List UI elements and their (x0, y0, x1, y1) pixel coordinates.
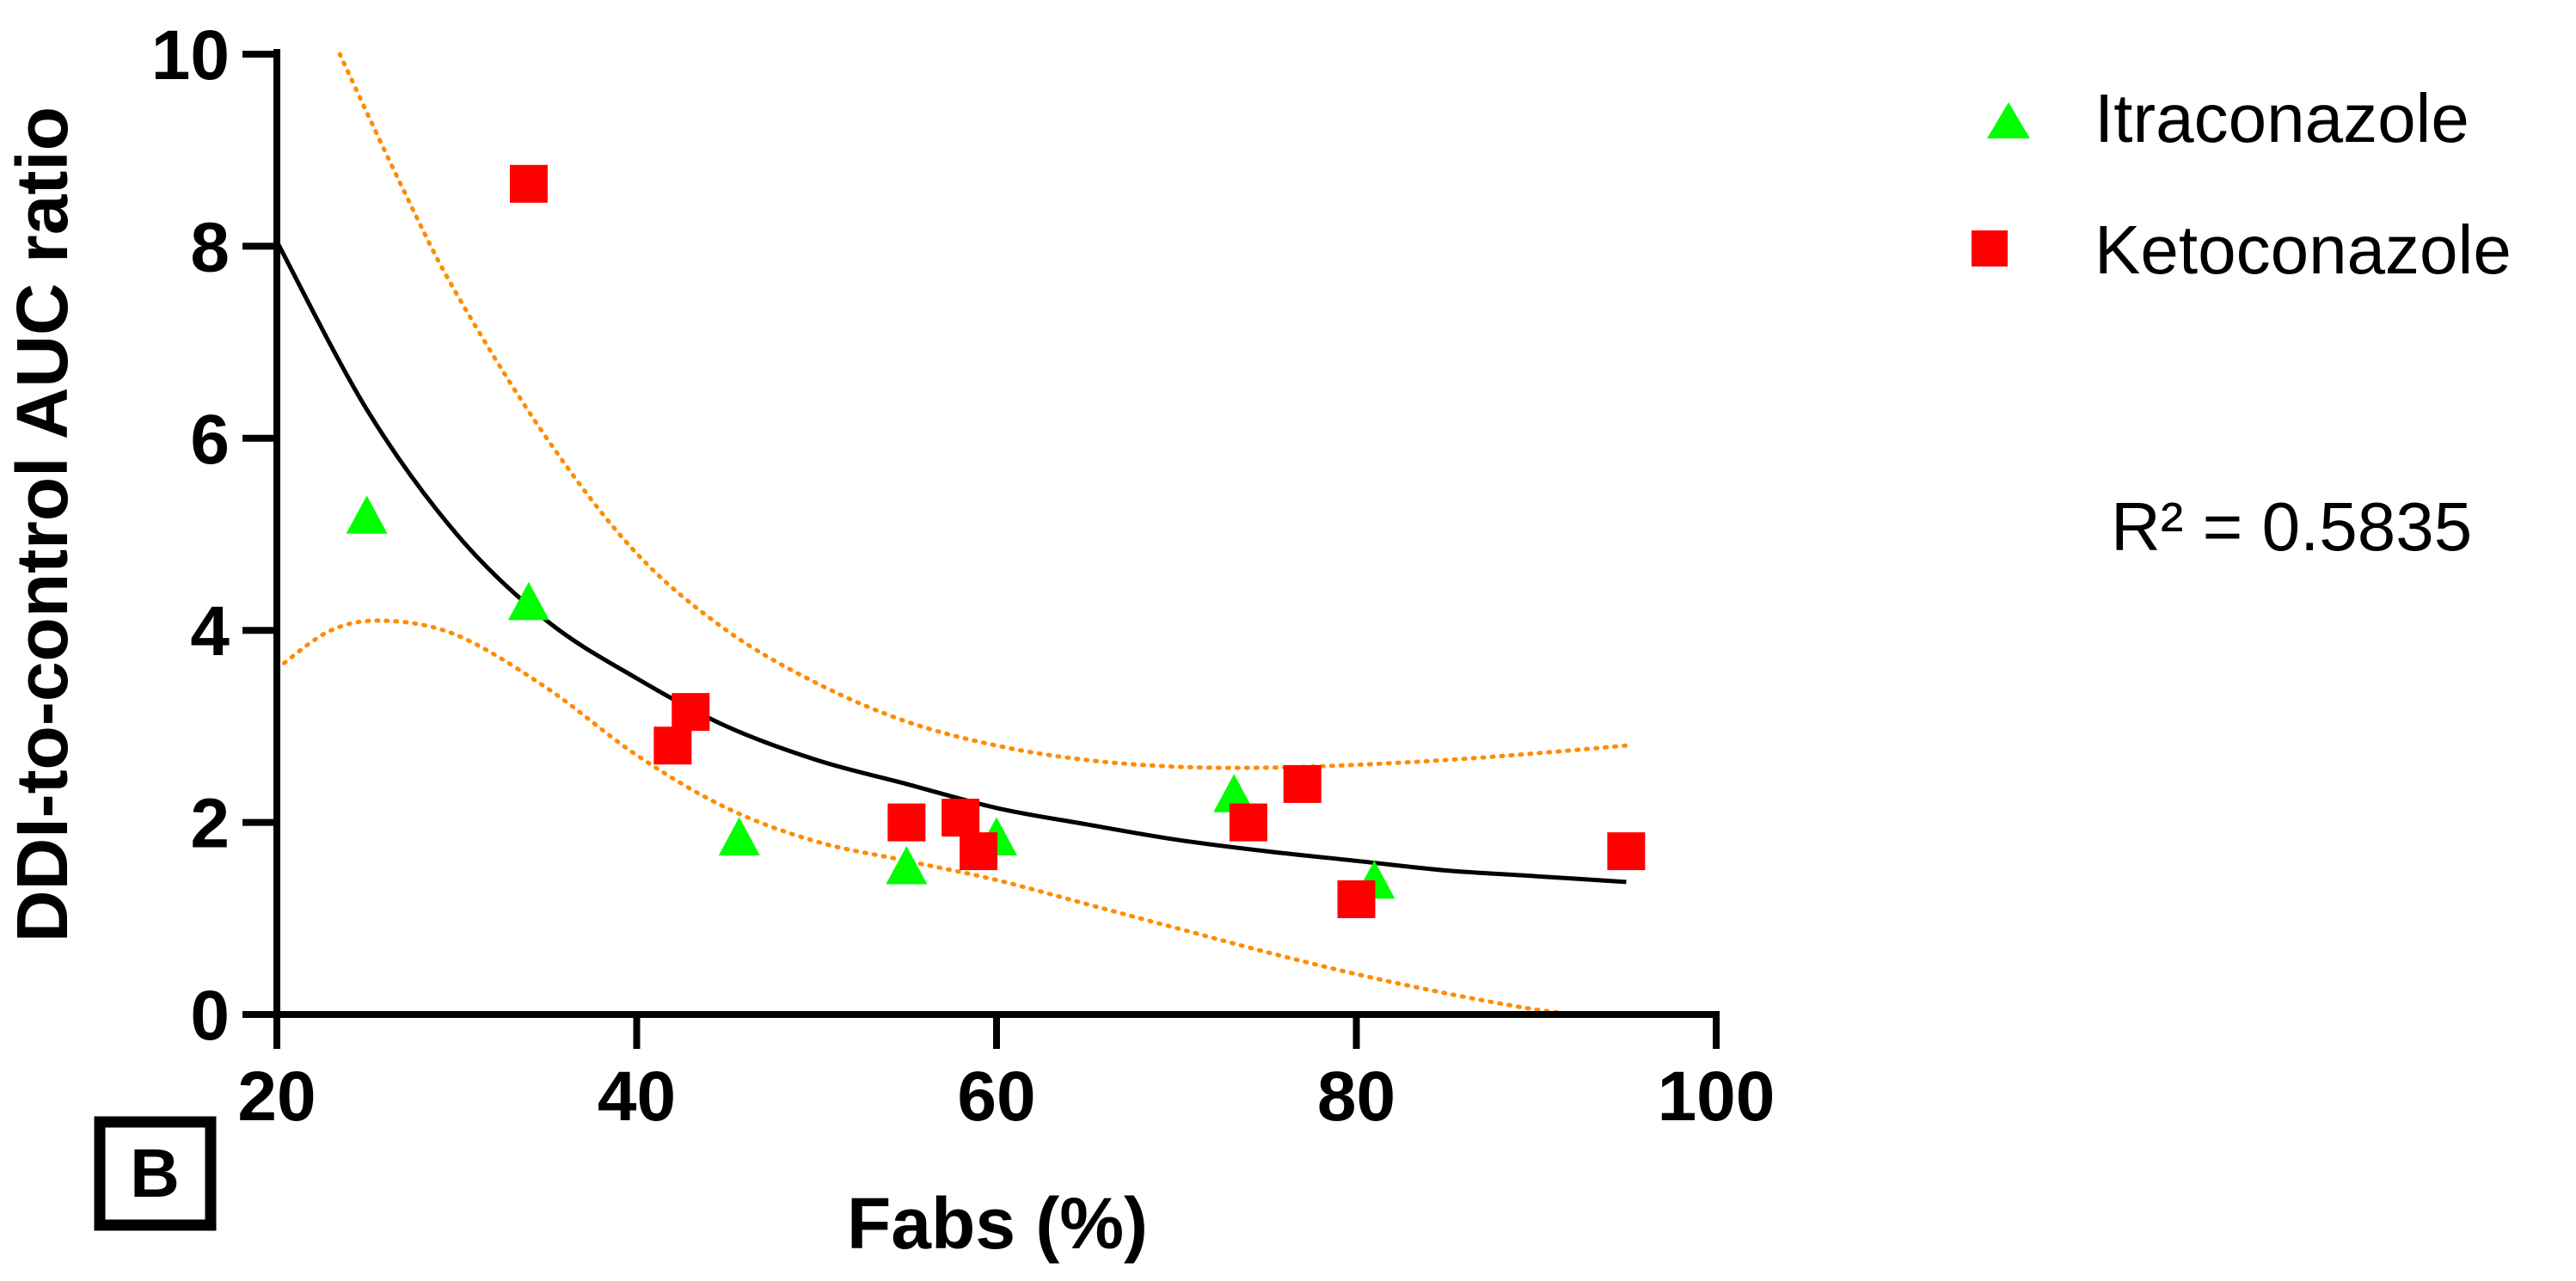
point-ketoconazole (1337, 880, 1376, 918)
point-itraconazole (1213, 774, 1255, 812)
x-tick-label: 40 (598, 1057, 676, 1136)
data-points (346, 164, 1646, 918)
panel-label-box (94, 1116, 217, 1231)
point-ketoconazole (887, 803, 926, 842)
panel-label: B (94, 1116, 217, 1231)
point-ketoconazole (1229, 803, 1267, 842)
panel-label-letter: B (130, 1135, 180, 1211)
confidence-band-upper (337, 52, 1628, 770)
legend-marker-itraconazole (1987, 102, 2030, 138)
x-tick-label: 80 (1317, 1057, 1395, 1136)
point-ketoconazole (672, 693, 710, 732)
point-ketoconazole (653, 726, 692, 765)
x-tick-label: 20 (237, 1057, 316, 1136)
y-tick-label: 8 (190, 208, 230, 286)
axes (242, 49, 1720, 1049)
y-axis-title: DDI-to-control AUC ratio (2, 107, 83, 942)
tick-labels: 0 2 4 6 8 10 20 40 60 80 100 (151, 16, 1776, 1136)
x-tick-label: 100 (1658, 1057, 1776, 1136)
confidence-band-lower (274, 618, 1584, 1017)
point-itraconazole (718, 817, 760, 855)
y-tick-label: 2 (190, 785, 230, 863)
x-tick-label: 60 (957, 1057, 1035, 1136)
y-tick-label: 4 (190, 592, 230, 671)
point-ketoconazole (1607, 832, 1646, 871)
point-ketoconazole (509, 164, 548, 203)
point-itraconazole (507, 581, 549, 621)
legend-label-ketoconazole: Ketoconazole (2095, 211, 2512, 288)
point-itraconazole (886, 846, 928, 885)
legend-marker-ketoconazole (1972, 230, 2008, 267)
x-axis-title: Fabs (%) (847, 1183, 1148, 1264)
confidence-band (274, 52, 1628, 1017)
fit-curve-group (274, 240, 1627, 885)
point-ketoconazole (960, 832, 998, 871)
point-ketoconazole (941, 799, 980, 837)
point-itraconazole (346, 495, 388, 534)
y-tick-label: 0 (190, 977, 230, 1055)
r-squared-annotation: R² = 0.5835 (2111, 488, 2472, 565)
y-tick-label: 6 (190, 401, 230, 479)
legend: Itraconazole Ketoconazole (1972, 80, 2512, 288)
legend-label-itraconazole: Itraconazole (2095, 80, 2469, 156)
fit-curve (274, 240, 1627, 885)
y-tick-label: 10 (151, 16, 230, 95)
point-ketoconazole (1283, 764, 1322, 803)
